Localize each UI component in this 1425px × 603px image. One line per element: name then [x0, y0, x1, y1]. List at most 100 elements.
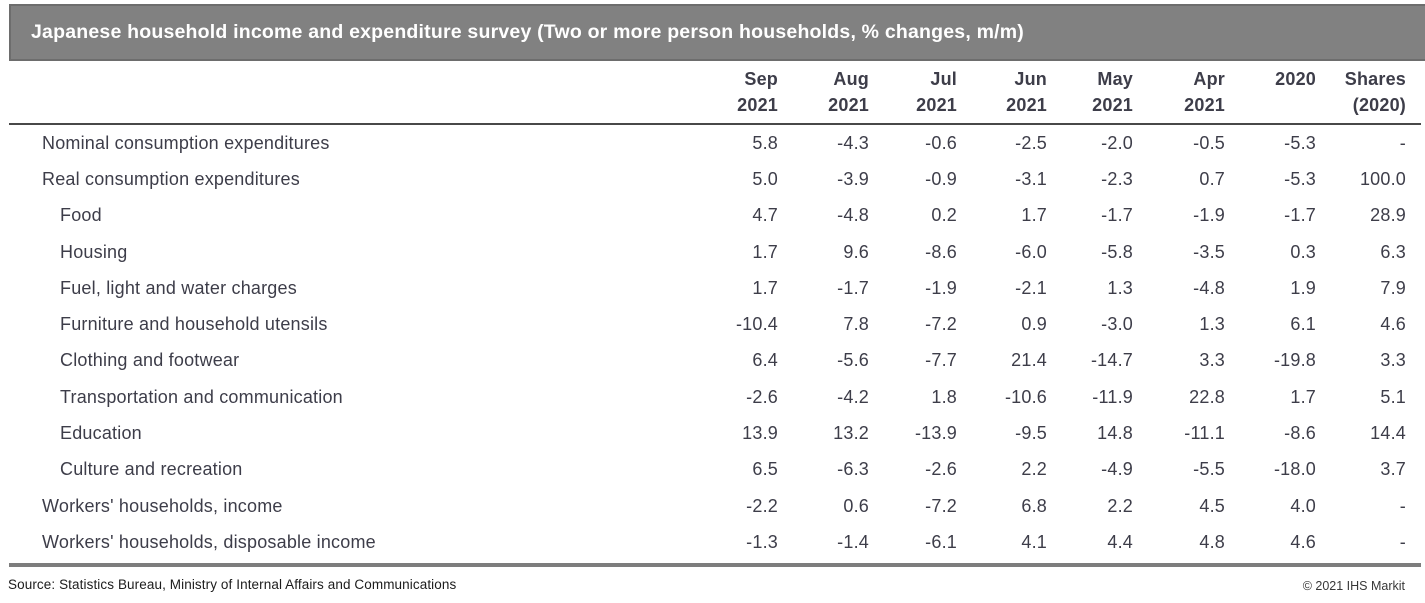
value-cell: -7.7	[925, 350, 957, 371]
value-cell: 13.9	[742, 423, 778, 444]
column-header-line2: 2021	[828, 95, 869, 115]
table-row: Workers' households, disposable income -1…	[9, 524, 1421, 560]
value-cell: 1.7	[1290, 386, 1316, 407]
value-cell: 6.3	[1380, 241, 1406, 262]
value-cell: -3.1	[1015, 168, 1047, 189]
column-header-sep-2021: Sep 2021	[689, 62, 778, 125]
value-cell: -11.1	[1184, 423, 1225, 444]
value-cell: -5.6	[837, 350, 869, 371]
value-cell: 2.2	[1107, 495, 1133, 516]
value-cell: 5.0	[752, 168, 778, 189]
value-cell: 7.9	[1380, 277, 1406, 298]
column-header-aug-2021: Aug 2021	[778, 62, 869, 125]
column-header-line1: Shares	[1344, 69, 1406, 89]
row-label: Real consumption expenditures	[42, 168, 300, 189]
title-bar: Japanese household income and expenditur…	[9, 4, 1425, 61]
value-cell: -6.3	[837, 459, 869, 480]
column-header-line2: 2021	[1092, 95, 1133, 115]
value-cell: 28.9	[1370, 205, 1406, 226]
value-cell: -14.7	[1090, 350, 1133, 371]
value-cell: 1.7	[1021, 205, 1047, 226]
column-header-apr-2021: Apr 2021	[1133, 62, 1225, 125]
value-cell: -11.9	[1092, 386, 1133, 407]
value-cell: 4.7	[752, 205, 778, 226]
source-note: Source: Statistics Bureau, Ministry of I…	[8, 577, 457, 592]
column-header-line2	[1225, 92, 1316, 118]
value-cell: -2.1	[1015, 277, 1047, 298]
value-cell: 2.2	[1021, 459, 1047, 480]
value-cell: -7.2	[925, 314, 957, 335]
value-cell: 4.0	[1290, 495, 1316, 516]
column-header-may-2021: May 2021	[1047, 62, 1133, 125]
value-cell: -	[1399, 495, 1406, 516]
table-row: Furniture and household utensils -10.4 7.8…	[9, 306, 1421, 342]
value-cell: -	[1399, 132, 1406, 153]
row-label: Workers' households, income	[42, 495, 283, 516]
value-cell: -4.9	[1101, 459, 1133, 480]
value-cell: -1.4	[837, 531, 869, 552]
value-cell: 0.2	[931, 205, 957, 226]
table-body: Nominal consumption expenditures 5.8 -4.3 -…	[9, 124, 1421, 561]
value-cell: 5.8	[752, 132, 778, 153]
value-cell: -3.5	[1193, 241, 1225, 262]
value-cell: -	[1399, 531, 1406, 552]
data-table: Sep 2021 Aug 2021 Jul 2021 Jun 2021 May	[9, 62, 1421, 561]
table-row: Culture and recreation 6.5 -6.3 -2.6 2.2 -4.9…	[9, 452, 1421, 488]
value-cell: 0.7	[1199, 168, 1225, 189]
table-row: Food 4.7 -4.8 0.2 1.7 -1.7 -1.9 -1.7 28.9	[9, 198, 1421, 234]
value-cell: -3.0	[1101, 314, 1133, 335]
column-header-line2: 2021	[916, 95, 957, 115]
column-header-line1: Jul	[930, 69, 957, 89]
table-row: Clothing and footwear 6.4 -5.6 -7.7 21.4 -14.…	[9, 343, 1421, 379]
value-cell: 6.5	[752, 459, 778, 480]
column-header-line1: Sep	[744, 69, 778, 89]
row-label: Nominal consumption expenditures	[42, 132, 330, 153]
column-header-line1: Aug	[833, 69, 869, 89]
value-cell: 14.4	[1370, 423, 1406, 444]
table-row: Workers' households, income -2.2 0.6 -7.2 6.…	[9, 488, 1421, 524]
value-cell: -2.2	[746, 495, 778, 516]
table-row: Nominal consumption expenditures 5.8 -4.3 -…	[9, 124, 1421, 161]
value-cell: 4.8	[1199, 531, 1225, 552]
value-cell: 1.3	[1199, 314, 1225, 335]
value-cell: -1.9	[925, 277, 957, 298]
value-cell: -5.8	[1101, 241, 1133, 262]
column-header-shares-2020: Shares (2020)	[1316, 62, 1421, 125]
value-cell: -5.3	[1284, 168, 1316, 189]
value-cell: 6.1	[1290, 314, 1316, 335]
value-cell: -8.6	[925, 241, 957, 262]
table-row: Education 13.9 13.2 -13.9 -9.5 14.8 -11.1 -8.6 1…	[9, 415, 1421, 451]
table-row: Transportation and communication -2.6 -4.2…	[9, 379, 1421, 415]
value-cell: 6.8	[1021, 495, 1047, 516]
value-cell: 4.6	[1380, 314, 1406, 335]
bottom-divider	[9, 563, 1421, 567]
value-cell: -18.0	[1273, 459, 1316, 480]
table-header: Sep 2021 Aug 2021 Jul 2021 Jun 2021 May	[9, 62, 1421, 125]
value-cell: -1.9	[1193, 205, 1225, 226]
value-cell: 3.3	[1380, 350, 1406, 371]
row-label: Education	[60, 423, 142, 444]
value-cell: -2.6	[925, 459, 957, 480]
value-cell: -2.3	[1101, 168, 1133, 189]
column-header-line2: (2020)	[1352, 95, 1406, 115]
row-label: Workers' households, disposable income	[42, 531, 376, 552]
value-cell: -6.1	[925, 531, 957, 552]
column-header-2020: 2020	[1225, 62, 1316, 125]
row-label: Housing	[60, 241, 128, 262]
value-cell: 1.8	[931, 386, 957, 407]
copyright-note: © 2021 IHS Markit	[1302, 579, 1405, 593]
page-title: Japanese household income and expenditur…	[31, 21, 1024, 43]
value-cell: -2.5	[1015, 132, 1047, 153]
value-cell: -1.7	[837, 277, 869, 298]
value-cell: 1.7	[752, 277, 778, 298]
value-cell: 1.9	[1290, 277, 1316, 298]
value-cell: -5.5	[1193, 459, 1225, 480]
value-cell: -6.0	[1015, 241, 1047, 262]
column-header-line1: Apr	[1193, 69, 1225, 89]
value-cell: 3.3	[1199, 350, 1225, 371]
value-cell: -2.6	[746, 386, 778, 407]
value-cell: 7.8	[843, 314, 869, 335]
table-row: Fuel, light and water charges 1.7 -1.7 -1.9…	[9, 270, 1421, 306]
row-label: Clothing and footwear	[60, 350, 240, 371]
value-cell: 100.0	[1359, 168, 1406, 189]
